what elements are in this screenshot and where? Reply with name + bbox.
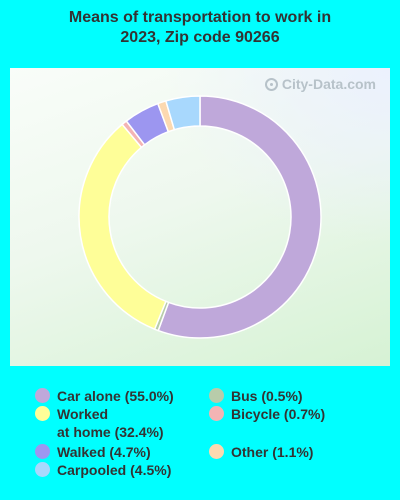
watermark: City-Data.com — [264, 76, 376, 92]
legend-swatch-worked-at-home — [35, 406, 50, 421]
legend-swatch-walked — [35, 444, 50, 459]
legend-item-worked-at-home: Worked at home (32.4%) — [35, 405, 164, 441]
legend-swatch-bus — [209, 388, 224, 403]
chart-title-line-2: 2023, Zip code 90266 — [120, 29, 280, 46]
chart-title: Means of transportation to work in 2023,… — [0, 8, 400, 48]
watermark-text: City-Data.com — [281, 76, 376, 92]
legend-label-car-alone: Car alone (55.0%) — [57, 388, 174, 404]
donut-slice-car-alone — [157, 95, 322, 339]
legend-item-walked: Walked (4.7%) — [35, 443, 151, 461]
legend-swatch-carpooled — [35, 462, 50, 477]
legend-label-worked-at-home: Worked at home (32.4%) — [57, 406, 164, 440]
legend-item-carpooled: Carpooled (4.5%) — [35, 461, 171, 479]
legend-label-other: Other (1.1%) — [231, 444, 314, 460]
legend-swatch-car-alone — [35, 388, 50, 403]
legend-item-bicycle: Bicycle (0.7%) — [209, 405, 325, 423]
watermark-logo-icon — [264, 77, 278, 91]
chart-title-line-1: Means of transportation to work in — [68, 9, 332, 26]
legend-item-other: Other (1.1%) — [209, 443, 313, 461]
legend-item-car-alone: Car alone (55.0%) — [35, 387, 174, 405]
donut-slice-worked-at-home — [78, 123, 167, 331]
legend-item-bus: Bus (0.5%) — [209, 387, 303, 405]
legend-swatch-other — [209, 444, 224, 459]
legend-label-carpooled: Carpooled (4.5%) — [57, 462, 172, 478]
legend-swatch-bicycle — [209, 406, 224, 421]
donut-slice-carpooled — [164, 95, 201, 131]
legend-label-walked: Walked (4.7%) — [57, 444, 151, 460]
legend-label-bus: Bus (0.5%) — [231, 388, 303, 404]
legend-label-bicycle: Bicycle (0.7%) — [231, 406, 326, 422]
